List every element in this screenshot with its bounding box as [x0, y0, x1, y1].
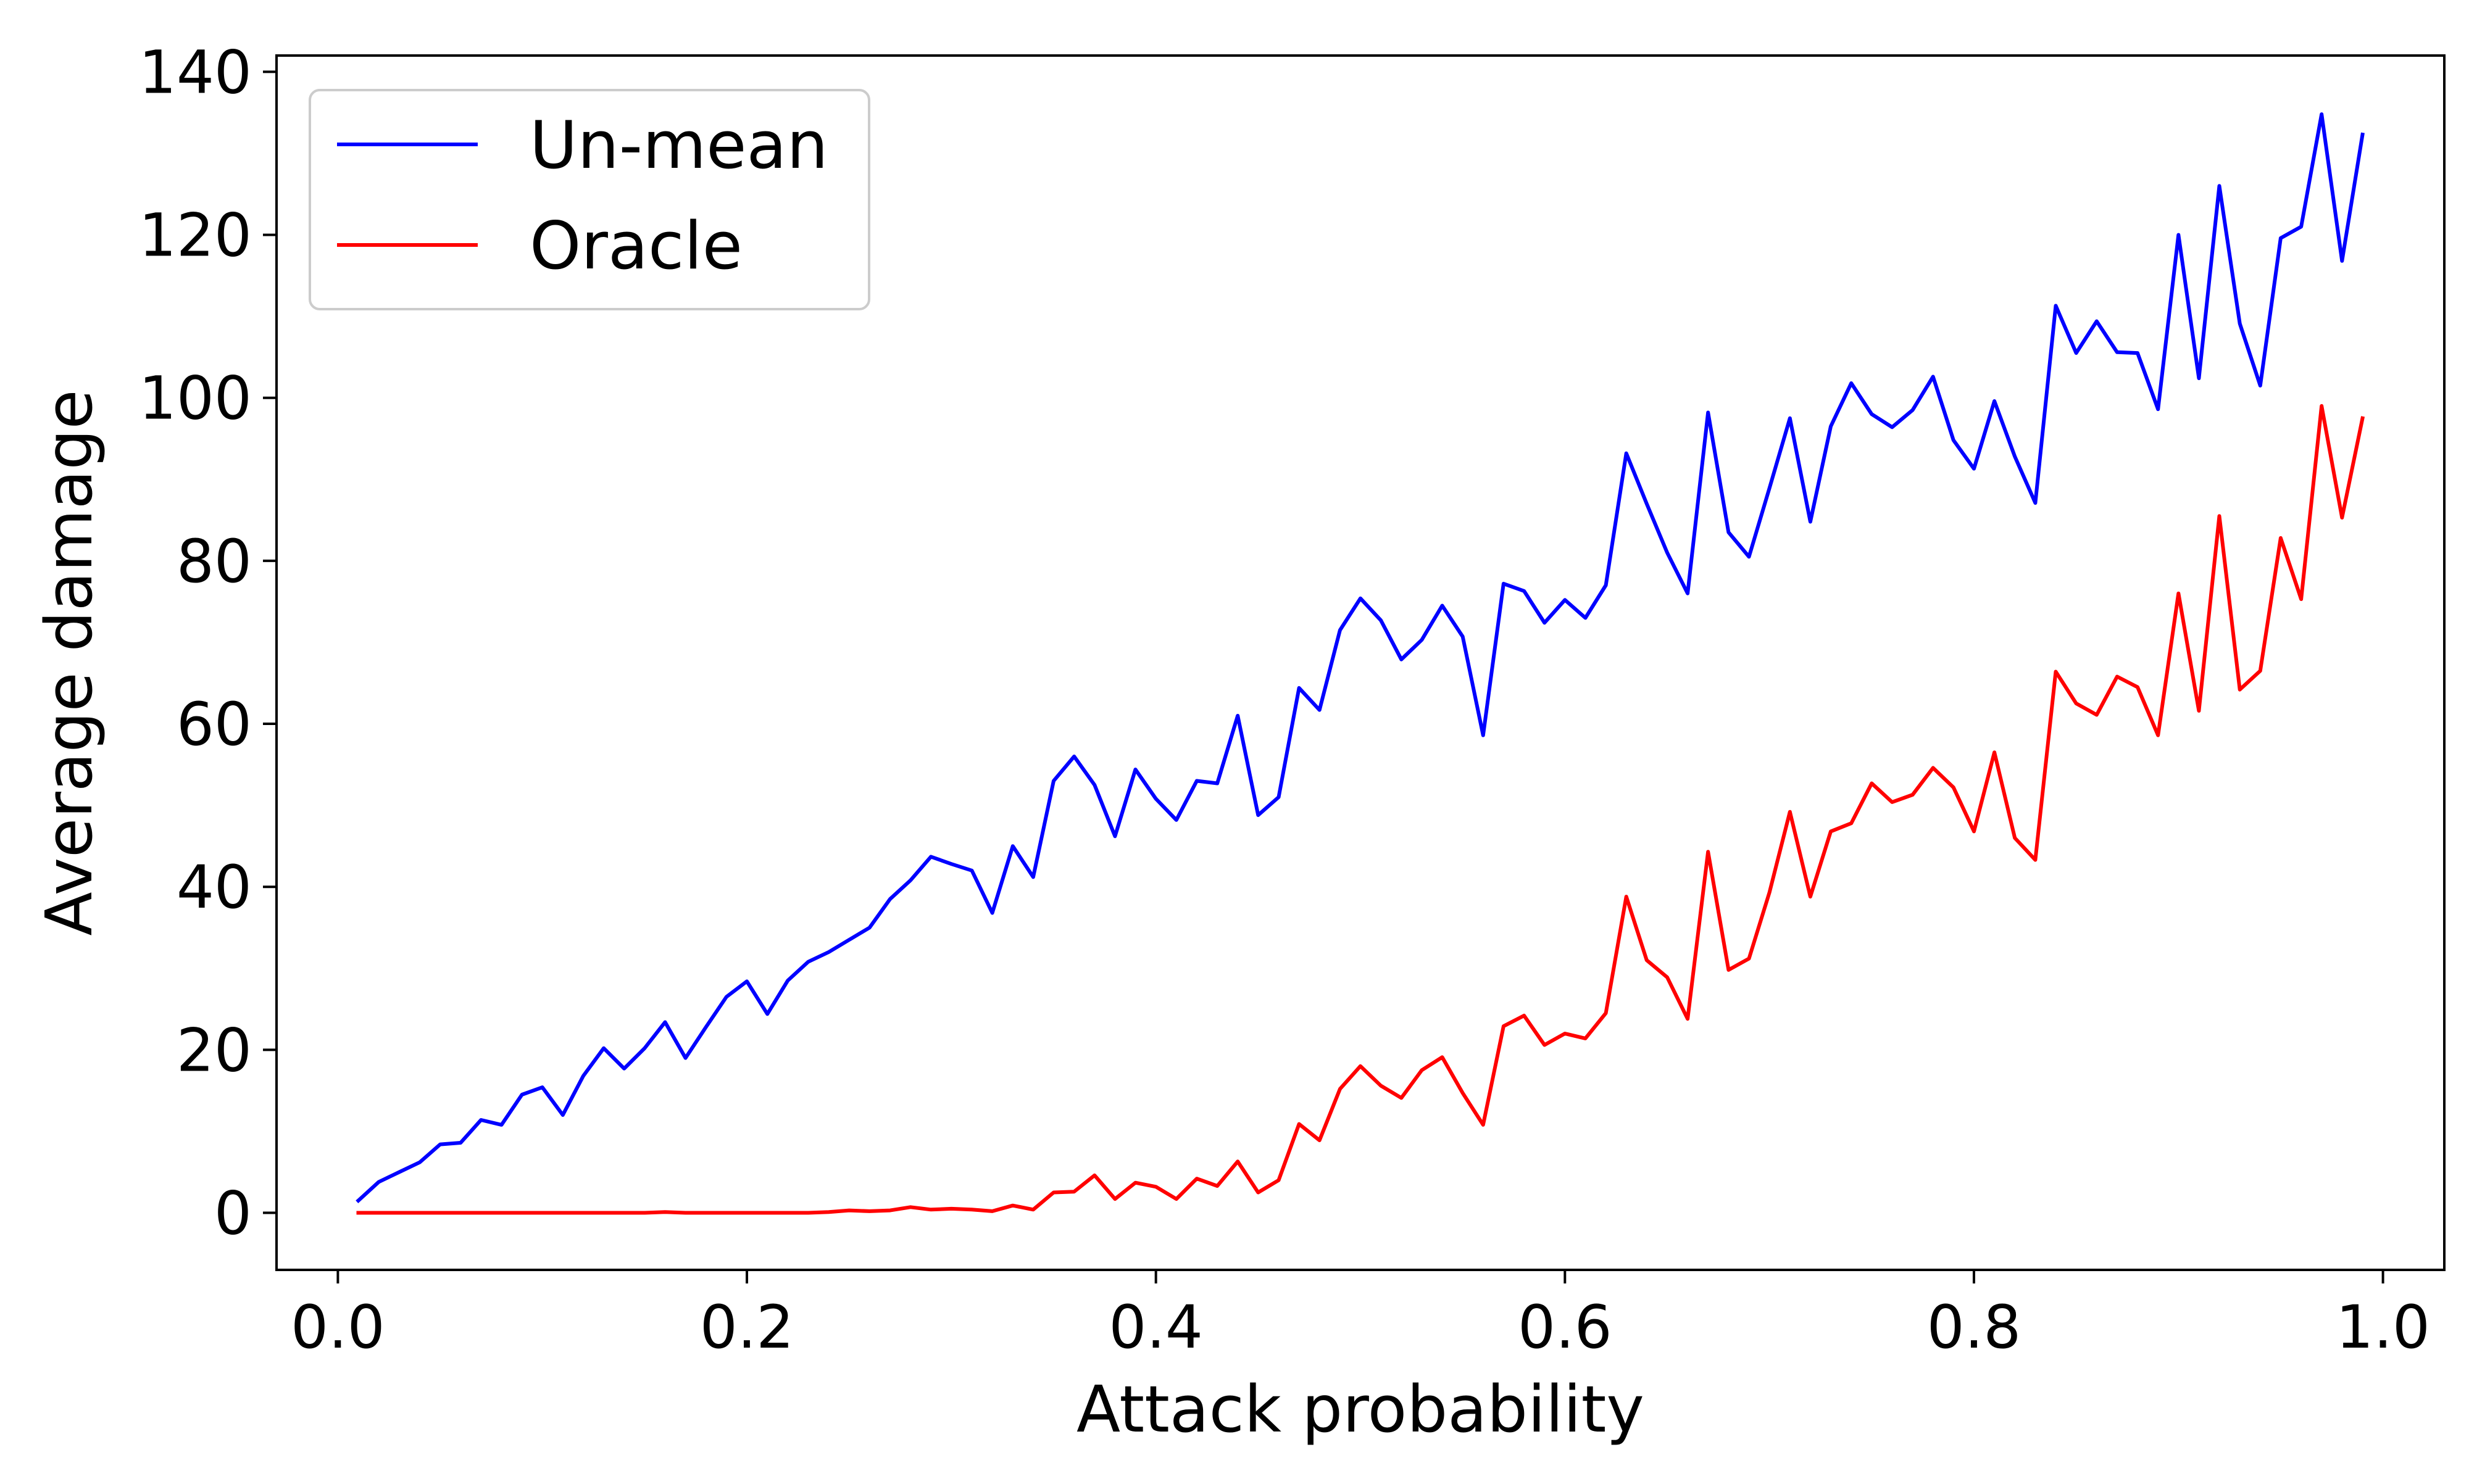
- y-tick-label: 20: [177, 1016, 252, 1085]
- legend-label-un-mean: Un-mean: [530, 107, 828, 183]
- legend-label-oracle: Oracle: [530, 208, 743, 284]
- y-tick-label: 80: [177, 527, 252, 596]
- x-tick-label: 0.6: [1518, 1293, 1612, 1362]
- y-axis: 0 20 40 60 80 100 120 140: [139, 38, 277, 1248]
- x-tick-label: 0.4: [1109, 1293, 1203, 1362]
- x-axis: 0.0 0.2 0.4 0.6 0.8 1.0: [291, 1270, 2430, 1362]
- legend: Un-mean Oracle: [309, 89, 870, 310]
- y-tick-label: 100: [139, 364, 252, 433]
- x-tick-label: 0.0: [291, 1293, 385, 1362]
- y-tick-label: 0: [214, 1179, 252, 1248]
- y-tick-label: 40: [177, 853, 252, 922]
- x-tick-label: 0.2: [700, 1293, 794, 1362]
- series-layer: [356, 112, 2365, 1215]
- x-tick-label: 0.8: [1927, 1293, 2021, 1362]
- y-tick-label: 60: [177, 690, 252, 759]
- series-line-oracle: [356, 404, 2365, 1215]
- x-axis-title: Attack probability: [1076, 1372, 1644, 1447]
- plot-frame: [275, 54, 2446, 1271]
- series-line-un-mean: [356, 112, 2365, 1203]
- y-tick-label: 140: [139, 38, 252, 107]
- x-tick-label: 1.0: [2336, 1293, 2430, 1362]
- y-tick-label: 120: [139, 201, 252, 270]
- y-axis-title: Average damage: [31, 390, 107, 936]
